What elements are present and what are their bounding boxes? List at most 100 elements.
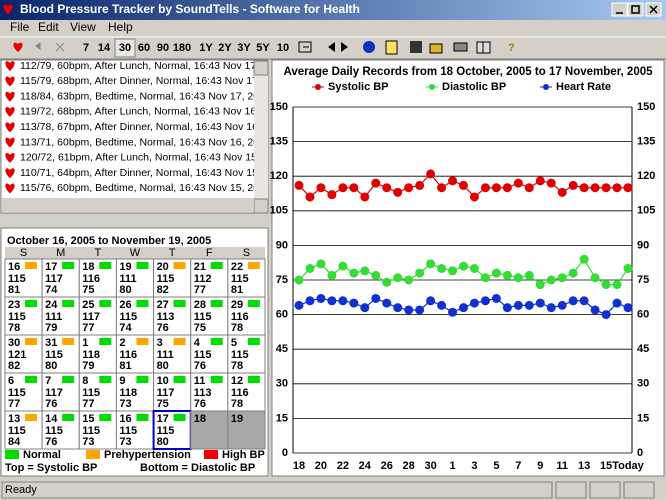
record-row[interactable]: 113/78, 67bpm, After Dinner, Normal, 16:… [5, 121, 287, 133]
record-row[interactable]: 113/71, 60bpm, Bedtime, Normal, 16:43 No… [5, 136, 271, 148]
range-button[interactable]: 90 [157, 42, 169, 54]
undo-delete-buttons[interactable] [35, 42, 65, 52]
note-button[interactable] [385, 40, 398, 55]
menu-item[interactable]: File [10, 20, 30, 34]
range-button[interactable]: 60 [138, 42, 150, 54]
add-record-button[interactable] [13, 42, 23, 52]
range-button[interactable]: 7 [83, 42, 89, 54]
data-point [469, 192, 479, 202]
open-button[interactable] [429, 43, 443, 54]
print-button[interactable] [453, 42, 468, 52]
h-scrollbar[interactable] [2, 198, 254, 212]
scroll-up[interactable] [253, 60, 269, 76]
data-point [426, 169, 436, 179]
diastolic-value: 80 [157, 436, 169, 448]
help-button[interactable]: ? [508, 42, 515, 54]
range-button[interactable]: 1Y [199, 42, 213, 54]
x-tick-label: 13 [578, 460, 590, 472]
book-button[interactable] [476, 41, 491, 54]
calendar-day[interactable]: 18 [190, 410, 229, 450]
legend-swatch [86, 450, 100, 459]
data-point [502, 303, 512, 313]
range-button[interactable]: 5Y [256, 42, 270, 54]
range-button[interactable]: 10 [277, 42, 289, 54]
data-point [305, 263, 315, 273]
record-row[interactable]: 120/72, 61bpm, After Lunch, Normal, 16:4… [5, 152, 286, 164]
info-button[interactable] [363, 41, 375, 53]
diastolic-value: 78 [231, 322, 243, 334]
minimize-button[interactable] [611, 2, 628, 17]
goto-button[interactable] [298, 41, 312, 53]
menu-item[interactable]: View [70, 20, 96, 34]
maximize-button[interactable] [627, 2, 644, 17]
record-row[interactable]: 115/76, 60bpm, Bedtime, Normal, 16:43 No… [5, 182, 271, 194]
range-button[interactable]: 3Y [237, 42, 251, 54]
window-buttons [611, 2, 662, 17]
range-button[interactable]: 2Y [218, 42, 232, 54]
record-row[interactable]: 115/79, 68bpm, After Dinner, Normal, 16:… [5, 75, 287, 87]
data-point [349, 268, 359, 278]
calendar-day[interactable]: 19 [227, 410, 266, 450]
legend-label: Systolic BP [328, 81, 389, 93]
day-number: 4 [194, 337, 201, 349]
range-button[interactable]: 30 [119, 42, 131, 54]
day-number: 12 [231, 375, 243, 387]
scrollbar[interactable] [254, 61, 268, 213]
legend-label: Prehypertension [104, 449, 191, 461]
save-button[interactable] [410, 41, 422, 53]
record-row[interactable]: 110/71, 64bpm, After Dinner, Normal, 16:… [5, 167, 287, 179]
nav-buttons[interactable] [328, 42, 348, 52]
menu-item[interactable]: Help [108, 20, 133, 34]
record-text: 115/76, 60bpm, Bedtime, Normal, 16:43 No… [20, 182, 271, 194]
day-number: 26 [119, 299, 131, 311]
range-button[interactable]: 14 [98, 42, 111, 54]
menu-item[interactable]: Edit [38, 20, 59, 34]
scroll-down[interactable] [253, 198, 269, 214]
data-point [612, 298, 622, 308]
title-bar [0, 0, 666, 20]
day-number: 18 [194, 413, 206, 425]
status-marker [210, 262, 223, 269]
record-row[interactable]: 118/84, 63bpm, Bedtime, Normal, 16:43 No… [5, 90, 271, 102]
day-number: 16 [8, 261, 20, 273]
systolic-value: 117 [45, 387, 63, 399]
systolic-value: 116 [82, 273, 100, 285]
range-button[interactable]: 180 [173, 42, 191, 54]
systolic-value: 111 [119, 273, 136, 285]
record-row[interactable]: 119/72, 68bpm, After Lunch, Normal, 16:4… [5, 106, 285, 118]
record-row[interactable]: 112/79, 60bpm, After Lunch, Normal, 16:4… [5, 60, 285, 72]
